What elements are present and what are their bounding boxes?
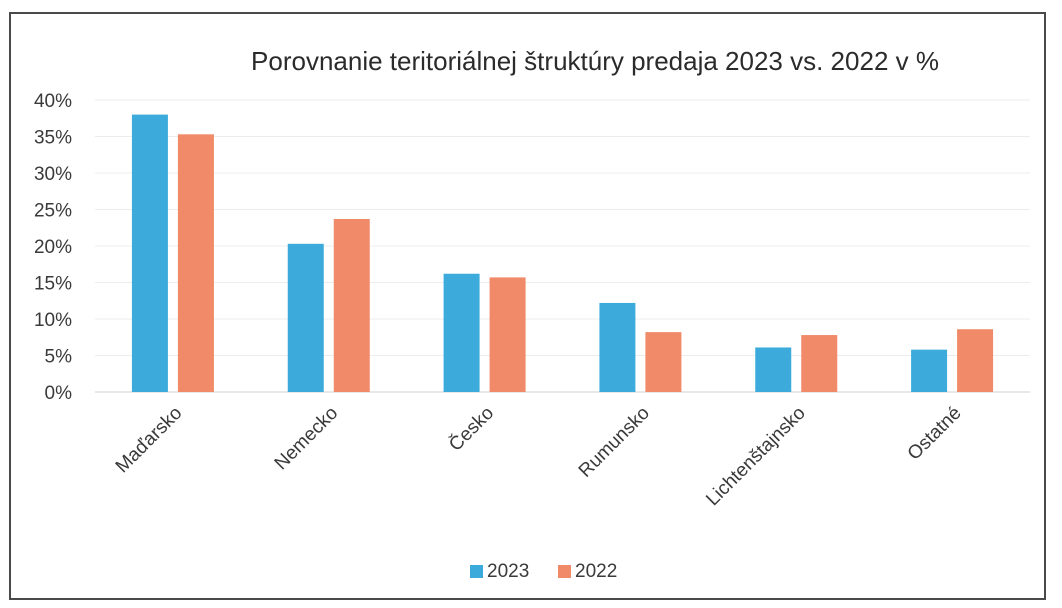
bar-2022 — [957, 329, 994, 392]
category-label: Ostatné — [904, 403, 966, 465]
y-tick-label: 40% — [34, 91, 72, 112]
y-tick-label: 10% — [34, 310, 72, 331]
legend-label: 2022 — [575, 561, 617, 582]
y-tick-label: 35% — [34, 128, 72, 149]
y-tick-label: 30% — [34, 164, 72, 185]
bars — [131, 114, 994, 392]
bar-2023 — [911, 349, 948, 392]
category-labels: Maďarsko Nemecko Česko Rumunsko Lichtenštajn… — [112, 402, 966, 510]
y-axis-ticks: 0% 5% 10% 15% 20% 25% 30% 35% 40% — [34, 91, 72, 404]
y-tick-label: 20% — [34, 237, 72, 258]
category-label: Maďarsko — [112, 403, 187, 478]
bar-2023 — [599, 302, 636, 392]
bar-2022 — [177, 134, 214, 392]
bar-2022 — [645, 332, 682, 392]
y-tick-label: 25% — [34, 201, 72, 222]
bar-2022 — [333, 218, 370, 392]
category-label: Lichtenštajnsko — [702, 403, 809, 510]
chart-title: Porovnanie teritoriálnej štruktúry preda… — [251, 46, 939, 76]
category-label: Rumunsko — [575, 403, 654, 482]
legend-swatch — [470, 565, 483, 578]
y-tick-label: 0% — [45, 383, 73, 404]
category-label: Česko — [444, 402, 498, 456]
bar-2023 — [755, 347, 792, 392]
legend-swatch — [558, 565, 571, 578]
category-label: Nemecko — [271, 403, 343, 475]
bar-2023 — [443, 273, 480, 392]
y-tick-label: 15% — [34, 274, 72, 295]
bar-2022 — [489, 277, 526, 392]
legend: 2023 2022 — [470, 561, 617, 582]
gridlines — [95, 99, 1030, 393]
y-tick-label: 5% — [45, 347, 73, 368]
bar-2022 — [801, 335, 838, 392]
legend-label: 2023 — [487, 561, 529, 582]
bar-2023 — [287, 243, 324, 392]
bar-2023 — [131, 114, 168, 392]
